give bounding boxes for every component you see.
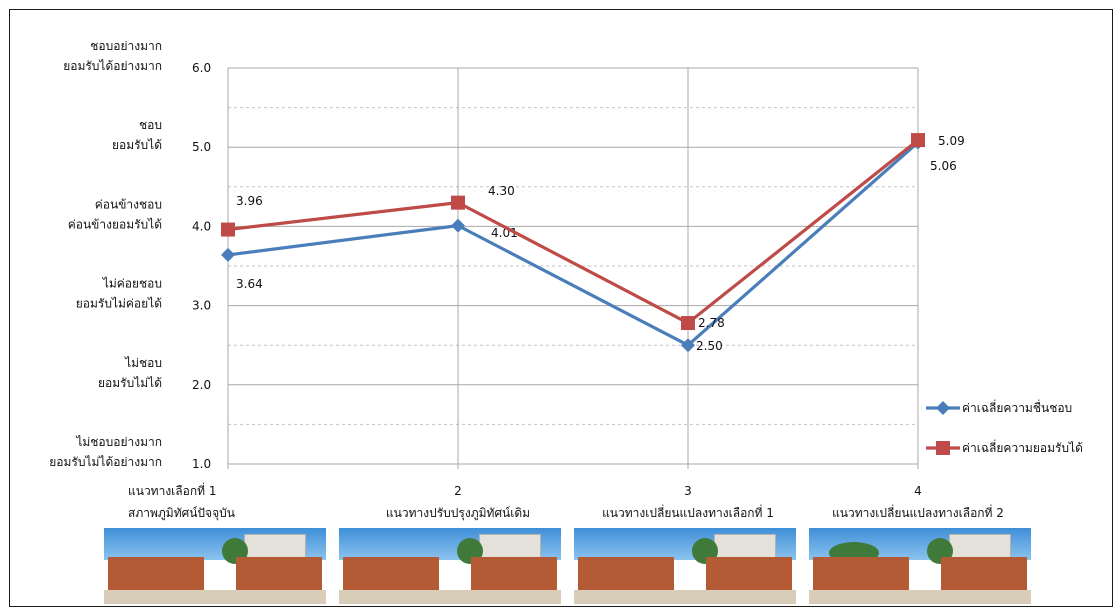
photo-improved-landscape [339, 528, 561, 604]
y-level-label: ไม่ชอบอย่างมาก [75, 435, 162, 449]
gridlines [227, 67, 919, 469]
series-lines: 3.644.012.505.063.964.302.785.09 [221, 133, 965, 353]
photo-alternative-1 [574, 528, 796, 604]
data-point [221, 247, 235, 262]
y-level-label: ยอมรับไม่ค่อยได้ [76, 297, 162, 311]
photo-alternative-2 [809, 528, 1031, 604]
y-tick-labels: 1.0 2.0 3.0 4.0 5.0 6.0 [192, 61, 211, 471]
data-point [911, 133, 925, 148]
y-level-label: ไม่ค่อยชอบ [102, 277, 162, 291]
photo-current-landscape [104, 528, 326, 604]
y-level-label: ยอมรับไม่ได้ [98, 376, 162, 390]
y-tick-label: 2.0 [192, 378, 211, 392]
y-tick-label: 3.0 [192, 299, 211, 313]
data-label: 2.50 [696, 339, 723, 353]
y-tick-label: 6.0 [192, 61, 211, 75]
x-tick-label: 2 [454, 484, 462, 498]
series-line [227, 138, 919, 325]
data-label: 3.96 [236, 194, 263, 208]
y-level-label: ไม่ชอบ [124, 356, 162, 370]
data-label: 5.06 [930, 159, 957, 173]
y-tick-label: 5.0 [192, 140, 211, 154]
y-level-label: ชอบอย่างมาก [90, 39, 162, 53]
y-level-label: ชอบ [139, 118, 162, 132]
data-label: 3.64 [236, 277, 263, 291]
y-tick-label: 4.0 [192, 219, 211, 233]
legend-marker [936, 401, 950, 415]
y-level-label: ยอมรับได้ [112, 138, 162, 152]
data-point [451, 218, 465, 233]
legend-marker [936, 441, 950, 455]
x-tick-label: แนวทางเปลี่ยนแปลงทางเลือกที่ 2 [832, 504, 1004, 520]
y-level-label: ยอมรับได้อย่างมาก [63, 59, 162, 73]
x-tick-label: แนวทางเปลี่ยนแปลงทางเลือกที่ 1 [602, 504, 774, 520]
x-tick-label: แนวทางปรับปรุงภูมิทัศน์เดิม [386, 506, 530, 521]
data-label: 4.30 [488, 184, 515, 198]
x-tick-labels: แนวทางเลือกที่ 1 สภาพภูมิทัศน์ปัจจุบัน 2 แน… [128, 482, 1004, 521]
data-point [221, 222, 235, 237]
series-line [227, 141, 920, 347]
x-tick-label: แนวทางเลือกที่ 1 [128, 482, 216, 498]
y-level-label: ยอมรับไม่ได้อย่างมาก [49, 455, 162, 469]
x-tick-label: 3 [684, 484, 692, 498]
data-point [681, 316, 695, 331]
chart-frame [9, 9, 1113, 607]
x-tick-label: สภาพภูมิทัศน์ปัจจุบัน [128, 506, 235, 521]
y-level-label: ค่อนข้างยอมรับได้ [68, 217, 162, 231]
legend-label: ค่าเฉลี่ยความยอมรับได้ [962, 439, 1083, 455]
data-point [681, 338, 695, 353]
data-point [451, 195, 465, 210]
y-tick-label: 1.0 [192, 457, 211, 471]
y-level-label: ค่อนข้างชอบ [95, 197, 162, 211]
data-label: 5.09 [938, 134, 965, 148]
x-tick-label: 4 [914, 484, 922, 498]
legend: ค่าเฉลี่ยความชื่นชอบค่าเฉลี่ยความยอมรับไ… [926, 399, 1083, 455]
legend-label: ค่าเฉลี่ยความชื่นชอบ [962, 399, 1072, 415]
data-label: 2.78 [698, 316, 725, 330]
